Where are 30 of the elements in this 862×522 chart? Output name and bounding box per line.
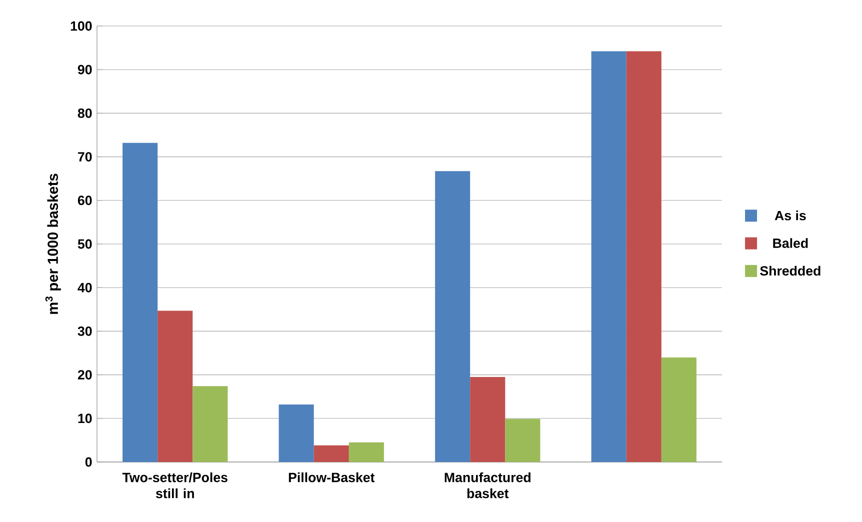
- bar: [470, 376, 506, 462]
- x-tick-label: Pillow-Basket: [288, 472, 375, 482]
- y-tick-label: 20: [78, 370, 92, 380]
- bar: [348, 442, 384, 462]
- bar: [122, 142, 158, 462]
- bar: [626, 51, 662, 462]
- bar: [435, 171, 470, 462]
- y-axis-title: m$^{3}$ per 1000 baskets: [45, 174, 61, 314]
- legend-label: Shredded: [760, 266, 820, 276]
- bar: [505, 418, 540, 462]
- bar: [158, 310, 193, 462]
- y-tick-label: 30: [78, 326, 92, 336]
- y-tick-label: 0: [85, 457, 92, 467]
- y-tick-label: 60: [78, 196, 92, 206]
- y-tick-label: 80: [78, 108, 92, 118]
- bar: [192, 386, 228, 462]
- y-tick-label: 50: [78, 239, 92, 249]
- bar: [661, 357, 696, 462]
- x-tick-label: Manufactured basket: [444, 472, 530, 498]
- y-tick-label: 70: [78, 152, 92, 162]
- bar: [278, 404, 314, 462]
- y-tick-label: 90: [78, 64, 92, 74]
- bar: [314, 445, 349, 462]
- bar: [591, 51, 626, 462]
- y-tick-label: 40: [78, 282, 92, 292]
- legend-label: Baled: [773, 238, 808, 248]
- x-tick-label: Two-setter/Poles still in: [122, 472, 228, 498]
- y-tick-label: 100: [70, 21, 92, 31]
- y-tick-label: 10: [78, 414, 92, 424]
- legend-label: As is: [774, 210, 806, 220]
